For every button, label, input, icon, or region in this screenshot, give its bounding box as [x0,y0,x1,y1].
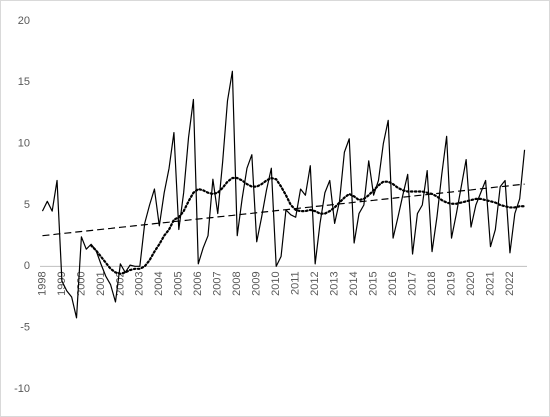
x-tick-label: 2020 [465,271,477,295]
x-tick-label: 1998 [36,271,48,295]
data-line [42,183,525,237]
x-tick-label: 2014 [348,271,360,295]
y-tick-label: -5 [20,322,30,334]
y-tick-label: 20 [18,15,30,27]
data-line [90,176,526,275]
x-tick-label: 2017 [406,271,418,295]
data-line [41,70,526,319]
y-tick-label: -10 [14,383,30,395]
x-tick-label: 2005 [173,271,185,295]
y-tick-label: 10 [18,138,30,150]
x-tick-label: 1999 [56,271,68,295]
y-tick-label: 0 [24,260,30,272]
x-tick-label: 2002 [114,271,126,295]
x-tick-label: 2015 [368,271,380,295]
x-tick-label: 2003 [134,271,146,295]
y-tick-label: 15 [18,76,30,88]
x-tick-label: 2016 [387,271,399,295]
x-tick-label: 2019 [445,271,457,295]
x-tick-label: 2021 [484,271,496,295]
x-tick-label: 2022 [504,271,516,295]
x-tick-label: 2018 [426,271,438,295]
x-tick-label: 2008 [231,271,243,295]
x-tick-label: 2001 [95,271,107,295]
x-tick-label: 2006 [192,271,204,295]
x-tick-label: 2011 [290,271,302,295]
x-tick-label: 2012 [309,271,321,295]
x-tick-label: 2007 [212,271,224,295]
x-tick-label: 2013 [329,271,341,295]
x-tick-label: 2000 [75,271,87,295]
x-tick-label: 2009 [251,271,263,295]
x-tick-label: 2010 [270,271,282,295]
y-tick-label: 5 [24,199,30,211]
x-tick-label: 2004 [153,271,165,295]
